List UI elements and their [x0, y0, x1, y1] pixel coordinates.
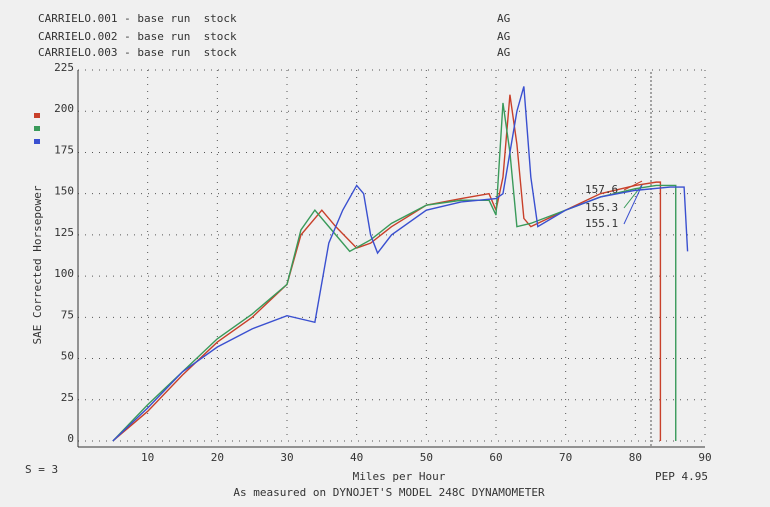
- x-tick-label: 70: [559, 451, 572, 464]
- leader-line: [623, 185, 643, 225]
- legend-label: CARRIELO.002 - base run stock: [38, 30, 237, 43]
- y-tick-label: 225: [54, 61, 74, 74]
- end-value-label: 157.6: [585, 183, 618, 196]
- legend-swatch: [34, 126, 40, 131]
- legend-operator: AG: [497, 12, 510, 25]
- legend-operator: AG: [497, 46, 510, 59]
- x-axis-title: Miles per Hour: [353, 470, 446, 483]
- x-tick-label: 50: [420, 451, 433, 464]
- y-tick-label: 175: [54, 143, 74, 156]
- series-line: [112, 94, 662, 442]
- x-tick-label: 60: [489, 451, 502, 464]
- x-tick-label: 30: [280, 451, 293, 464]
- y-tick-label: 100: [54, 267, 74, 280]
- version: PEP 4.95: [655, 470, 708, 483]
- x-tick-label: 20: [211, 451, 224, 464]
- series-line: [112, 86, 689, 442]
- y-tick-label: 50: [61, 350, 74, 363]
- y-axis-title: SAE Corrected Horsepower: [31, 185, 44, 344]
- y-tick-label: 75: [61, 308, 74, 321]
- x-tick-label: 90: [698, 451, 711, 464]
- end-value-label: 155.3: [585, 201, 618, 214]
- footer: As measured on DYNOJET'S MODEL 248C DYNA…: [233, 486, 545, 499]
- smoothing: S = 3: [25, 463, 58, 476]
- y-tick-label: 0: [67, 432, 74, 445]
- legend-label: CARRIELO.001 - base run stock: [38, 12, 237, 25]
- leader-line: [623, 184, 643, 209]
- legend-swatch: [34, 113, 40, 118]
- legend-label: CARRIELO.003 - base run stock: [38, 46, 237, 59]
- leader-line: [623, 180, 643, 191]
- x-tick-label: 80: [629, 451, 642, 464]
- x-tick-label: 40: [350, 451, 363, 464]
- y-tick-label: 200: [54, 102, 74, 115]
- legend-operator: AG: [497, 30, 510, 43]
- y-tick-label: 125: [54, 226, 74, 239]
- y-tick-label: 25: [61, 391, 74, 404]
- x-tick-label: 10: [141, 451, 154, 464]
- end-value-label: 155.1: [585, 217, 618, 230]
- legend-swatch: [34, 139, 40, 144]
- y-tick-label: 150: [54, 185, 74, 198]
